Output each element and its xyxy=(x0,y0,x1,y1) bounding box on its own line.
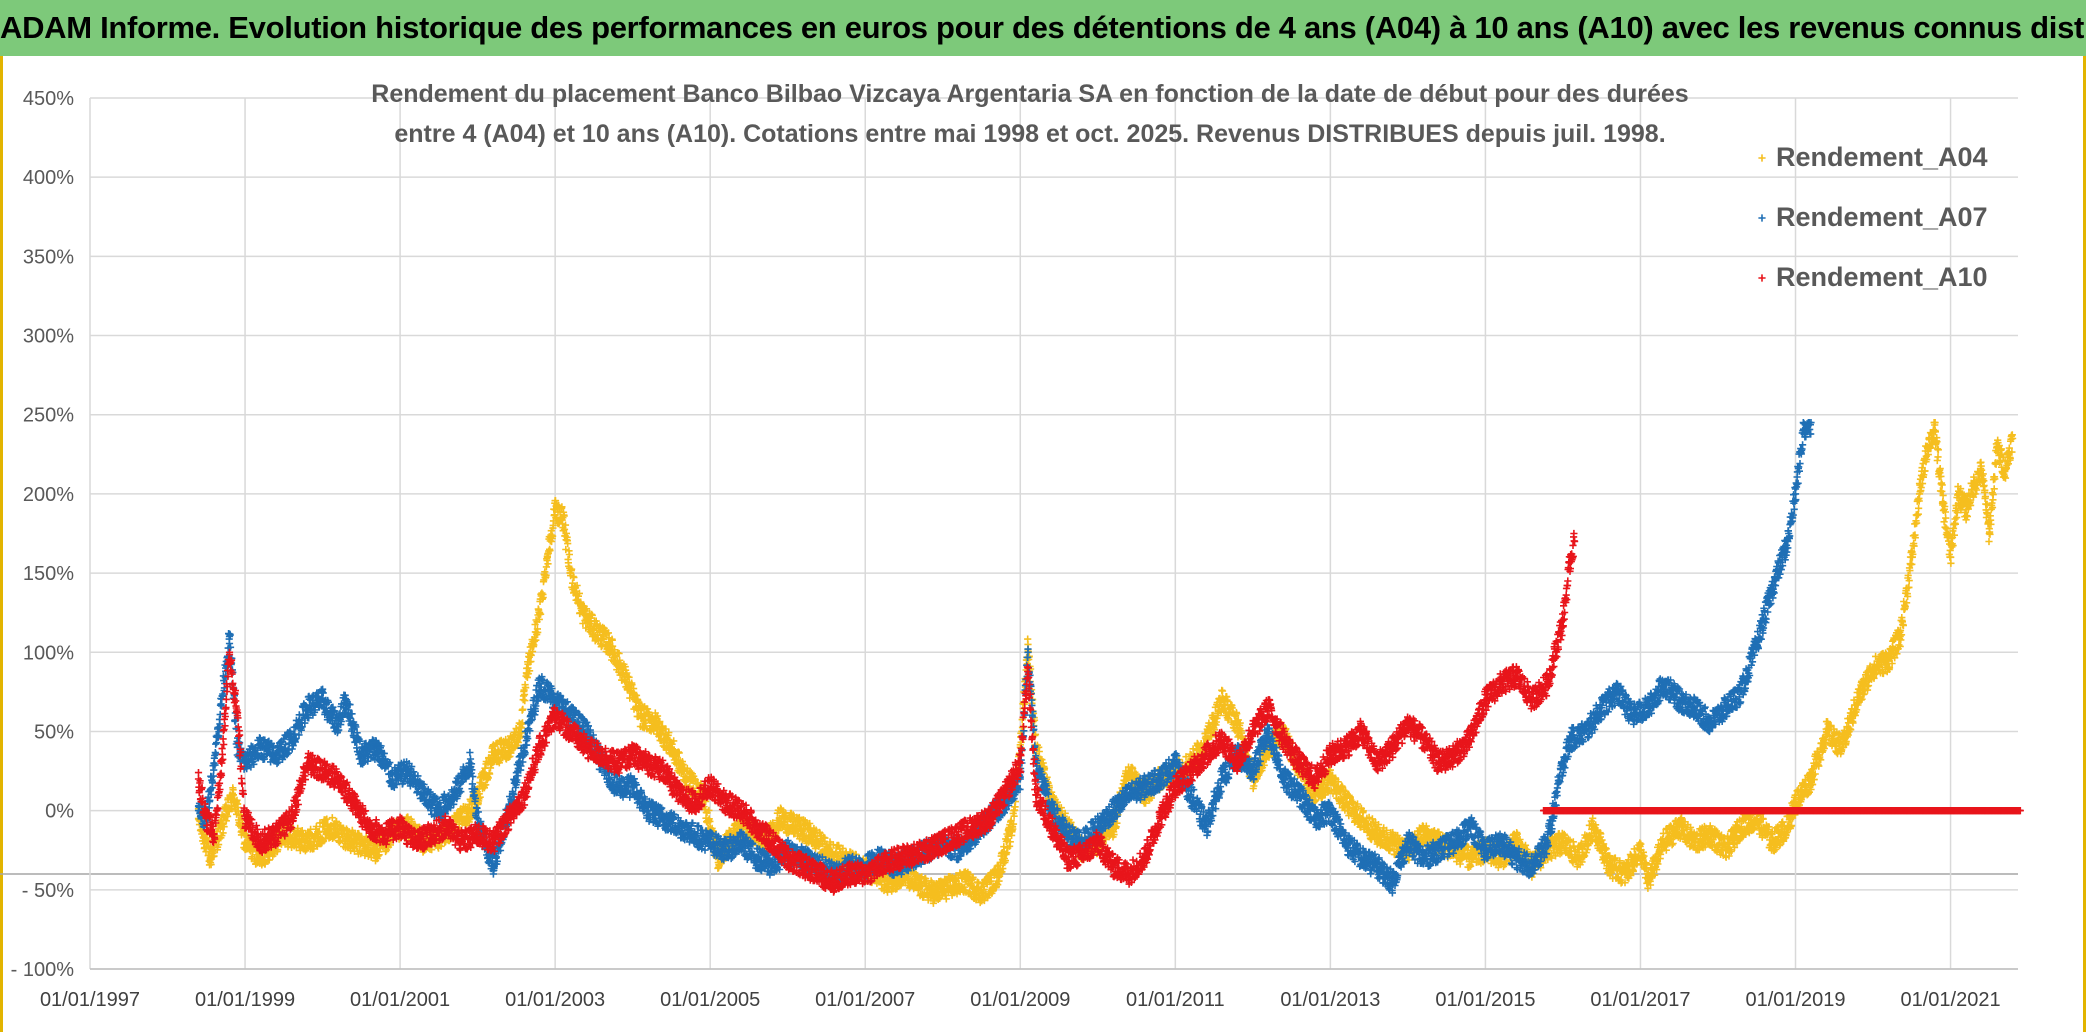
y-tick-label: 200% xyxy=(23,484,74,506)
point-Rendement_A04 xyxy=(521,697,529,705)
point-Rendement_A04 xyxy=(224,812,232,820)
x-tick-label: 01/01/2001 xyxy=(350,989,450,1011)
y-tick-label: - 50% xyxy=(22,880,74,902)
x-tick-label: 01/01/1999 xyxy=(195,989,295,1011)
performance-chart: 450% 400% 350% 300% 250% 200% 150% 100% 50% 0% - 5… xyxy=(0,80,2024,1011)
x-tick-label: 01/01/2015 xyxy=(1435,989,1535,1011)
x-axis-labels: 01/01/1997 01/01/1999 01/01/2001 01/01/2003… xyxy=(40,989,2001,1011)
y-tick-label: 0% xyxy=(45,801,74,823)
x-tick-label: 01/01/2013 xyxy=(1280,989,1380,1011)
point-Rendement_A04 xyxy=(437,842,445,850)
point-Rendement_A04 xyxy=(219,829,227,837)
x-tick-label: 01/01/1997 xyxy=(40,989,140,1011)
point-Rendement_A04 xyxy=(408,817,416,826)
x-tick-label: 01/01/2007 xyxy=(815,989,915,1011)
y-tick-label: 150% xyxy=(23,563,74,585)
point-Rendement_A04 xyxy=(207,861,215,869)
y-axis-labels: 450% 400% 350% 300% 250% 200% 150% 100% 50% 0% - 5… xyxy=(11,88,75,981)
x-tick-label: 01/01/2003 xyxy=(505,989,605,1011)
point-Rendement_A04 xyxy=(274,846,282,854)
y-tick-label: 300% xyxy=(23,326,74,348)
point-Rendement_A04 xyxy=(523,673,531,681)
y-tick-label: 250% xyxy=(23,405,74,427)
point-Rendement_A04 xyxy=(210,852,218,860)
point-Rendement_A04 xyxy=(220,823,228,831)
x-tick-label: 01/01/2009 xyxy=(970,989,1070,1011)
point-Rendement_A04 xyxy=(229,791,237,799)
y-tick-label: - 100% xyxy=(11,959,75,981)
data-points xyxy=(194,419,2024,907)
point-Rendement_A04 xyxy=(204,836,212,844)
point-Rendement_A04 xyxy=(1024,635,1032,643)
y-tick-label: 400% xyxy=(23,167,74,189)
y-tick-label: 350% xyxy=(23,246,74,268)
point-Rendement_A04 xyxy=(321,816,329,824)
point-Rendement_A04 xyxy=(1218,687,1227,695)
x-tick-label: 01/01/2021 xyxy=(1901,989,2001,1011)
y-tick-label: 100% xyxy=(23,642,74,664)
point-Rendement_A04 xyxy=(382,847,390,856)
point-Rendement_A04 xyxy=(519,705,527,713)
point-Rendement_A04 xyxy=(323,815,331,823)
x-tick-label: 01/01/2017 xyxy=(1590,989,1690,1011)
point-Rendement_A04 xyxy=(328,814,336,822)
y-tick-label: 50% xyxy=(34,721,74,743)
x-tick-label: 01/01/2011 xyxy=(1126,989,1225,1011)
series-Rendement_A04 xyxy=(194,419,2017,907)
point-Rendement_A04 xyxy=(312,822,320,831)
point-Rendement_A04 xyxy=(565,550,573,559)
x-tick-label: 01/01/2019 xyxy=(1745,989,1845,1011)
chart-frame xyxy=(0,56,2086,1032)
point-Rendement_A04 xyxy=(375,851,383,859)
x-tick-label: 01/01/2005 xyxy=(660,989,760,1011)
report-title-banner: ADAM Informe. Evolution historique des p… xyxy=(0,0,2086,56)
y-tick-label: 450% xyxy=(23,88,74,110)
